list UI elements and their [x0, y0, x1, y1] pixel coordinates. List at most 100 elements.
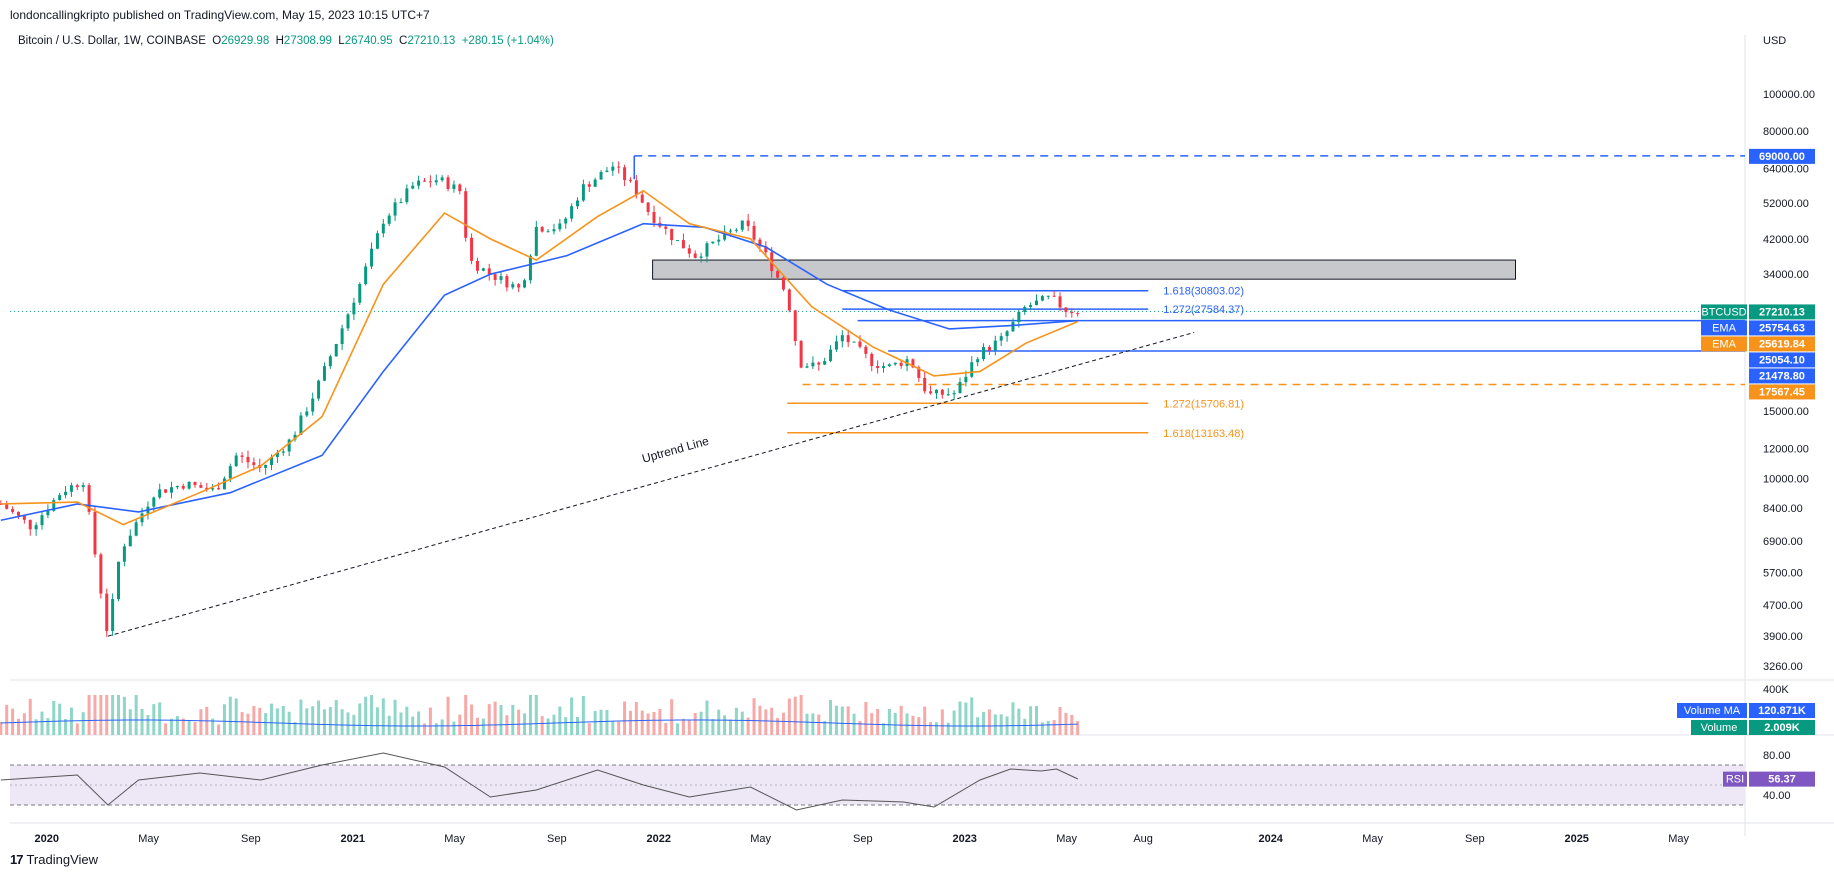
- volume-bar: [887, 708, 891, 735]
- x-tick-label: May: [138, 833, 159, 845]
- volume-bar: [764, 709, 768, 735]
- candle-body: [534, 227, 538, 256]
- volume-bar: [417, 711, 421, 735]
- price-tag-bg: [1749, 384, 1815, 400]
- candle-body: [929, 391, 933, 394]
- volume-bar: [652, 711, 656, 735]
- volume-bar: [458, 714, 462, 735]
- volume-bar: [111, 695, 115, 735]
- candle-body: [169, 487, 173, 493]
- volume-bar: [52, 700, 56, 735]
- volume-bar: [252, 705, 256, 735]
- tradingview-brand: TradingView: [26, 852, 99, 867]
- volume-bar: [1052, 720, 1056, 735]
- volume-bar: [723, 715, 727, 735]
- volume-ma-tag-tag-bg: [1677, 703, 1747, 718]
- candle-body: [858, 341, 862, 347]
- candle-body: [917, 367, 921, 378]
- volume-bar: [399, 712, 403, 735]
- candle-body: [776, 271, 780, 278]
- high-label: H: [275, 35, 284, 47]
- candle-body: [581, 184, 585, 201]
- volume-bar: [540, 716, 544, 735]
- candle-body: [69, 485, 73, 492]
- volume-bar: [28, 698, 32, 735]
- candle-body: [152, 497, 156, 507]
- volume-bar: [423, 723, 427, 735]
- candle-body: [634, 180, 638, 195]
- ema-fast-line: [0, 189, 1079, 526]
- candle-body: [275, 452, 279, 458]
- candle-body: [499, 276, 503, 280]
- y-tick-label: 3260.00: [1763, 661, 1803, 673]
- candle-body: [899, 362, 903, 366]
- candle-body: [64, 491, 68, 496]
- candle-body: [334, 344, 338, 357]
- volume-bar: [593, 710, 597, 735]
- volume-bar: [829, 699, 833, 735]
- candle-body: [222, 478, 226, 490]
- candle-body: [393, 202, 397, 216]
- volume-bar: [105, 695, 109, 735]
- candle-body: [311, 398, 315, 412]
- x-tick-label: May: [1668, 833, 1689, 845]
- candle-body: [799, 341, 803, 368]
- volume-bar: [358, 703, 362, 735]
- candle-body: [523, 280, 527, 288]
- x-tick-label: Sep: [1465, 833, 1485, 845]
- x-tick-label: Aug: [1133, 833, 1153, 845]
- volume-bar: [16, 718, 20, 735]
- candle-body: [346, 314, 350, 329]
- volume-bar: [717, 709, 721, 735]
- candle-body: [1035, 300, 1039, 306]
- volume-bar: [1076, 720, 1080, 735]
- candle-body: [93, 511, 97, 555]
- volume-bar: [228, 696, 232, 735]
- x-tick-label: May: [1056, 833, 1077, 845]
- volume-bar: [552, 714, 556, 735]
- candle-body: [1046, 295, 1050, 297]
- candle-body: [852, 341, 856, 343]
- y-tick-label: 52000.00: [1763, 198, 1809, 210]
- volume-bar: [893, 712, 897, 735]
- volume-bar: [964, 702, 968, 735]
- candle-body: [823, 360, 827, 365]
- candle-body: [1005, 331, 1009, 337]
- volume-bar: [970, 697, 974, 735]
- candle-body: [817, 362, 821, 365]
- candle-body: [293, 434, 297, 440]
- volume-bar: [793, 696, 797, 735]
- candle-body: [576, 200, 580, 207]
- candle-body: [22, 515, 26, 520]
- y-tick-label: 3900.00: [1763, 631, 1803, 643]
- candle-body: [5, 504, 9, 509]
- volume-bar: [46, 718, 50, 735]
- candle-body: [305, 411, 309, 416]
- price-tag: 25754.63: [1759, 322, 1805, 334]
- candle-body: [352, 302, 356, 315]
- volume-bar: [140, 708, 144, 735]
- candle-body: [646, 202, 650, 212]
- symbol-title: Bitcoin / U.S. Dollar, 1W, COINBASE: [18, 35, 206, 47]
- volume-ma-tag-tag: Volume MA: [1684, 705, 1741, 717]
- volume-bar: [211, 718, 215, 735]
- uptrend-line: [107, 331, 1195, 637]
- candle-body: [252, 462, 256, 466]
- candle-body: [987, 347, 991, 351]
- volume-bar: [852, 713, 856, 735]
- candle-body: [958, 382, 962, 394]
- volume-bar: [217, 724, 221, 735]
- candle-body: [458, 184, 462, 192]
- volume-bar: [546, 718, 550, 735]
- volume-bar: [270, 703, 274, 735]
- candle-body: [564, 218, 568, 224]
- volume-bar: [558, 706, 562, 735]
- candle-body: [470, 237, 474, 261]
- volume-bar: [729, 719, 733, 735]
- candle-body: [946, 394, 950, 396]
- price-tag-bg: [1749, 352, 1815, 368]
- volume-bar: [87, 695, 91, 735]
- volume-bar: [746, 717, 750, 735]
- price-tag-tag: BTCUSD: [1701, 306, 1746, 318]
